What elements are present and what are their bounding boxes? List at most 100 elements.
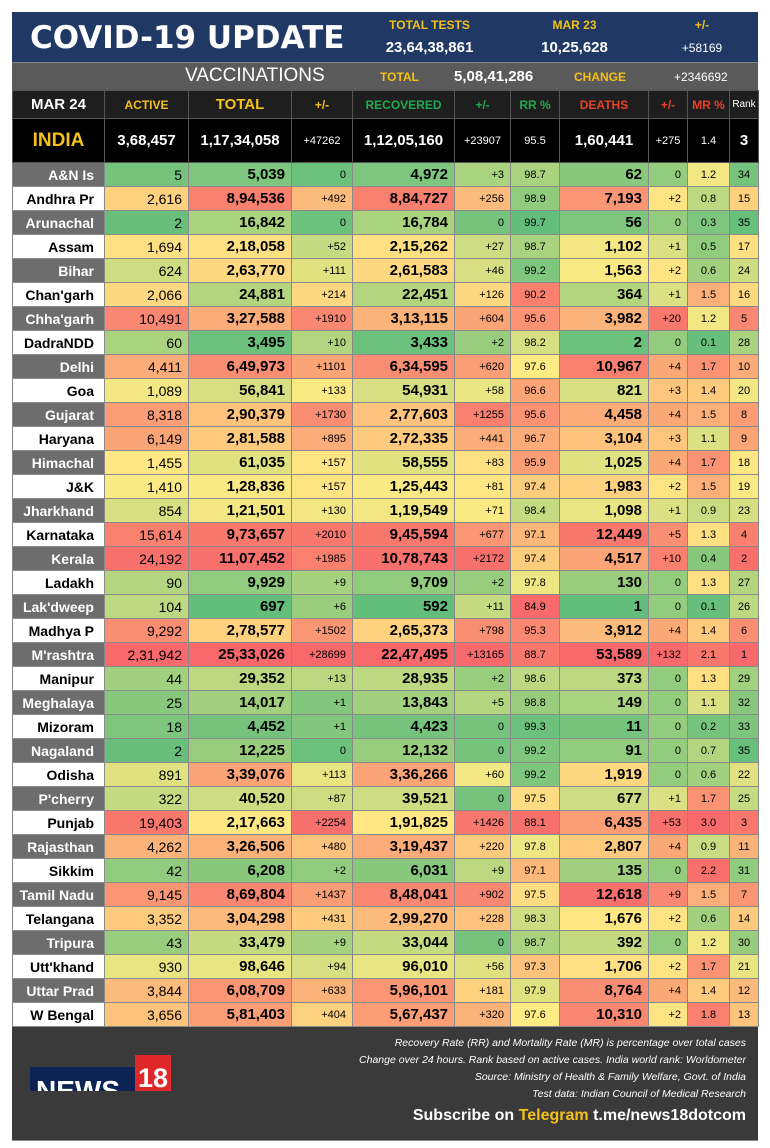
table-row: Gujarat 8,318 2,90,379 +1730 2,77,603 +1255 95… bbox=[12, 402, 759, 427]
vaccinations-total-label: TOTAL bbox=[380, 70, 419, 84]
cell-deaths-change: 0 bbox=[648, 714, 688, 739]
cell-deaths: 373 bbox=[559, 666, 649, 691]
footer: NEWS18 Recovery Rate (RR) and Mortality … bbox=[12, 1027, 758, 1107]
subscribe-text: Subscribe on bbox=[412, 1107, 515, 1124]
cell-recovered-change: +441 bbox=[454, 426, 511, 451]
cell-recovered-change: +620 bbox=[454, 354, 511, 379]
cell-deaths-change: +2 bbox=[648, 906, 688, 931]
cell-total: 8,69,804 bbox=[188, 882, 292, 907]
cell-total: 1,21,501 bbox=[188, 498, 292, 523]
cell-total: 6,49,973 bbox=[188, 354, 292, 379]
cell-active: 9,145 bbox=[104, 882, 189, 907]
cell-recovery-rate: 98.8 bbox=[510, 690, 560, 715]
cell-total: 2,81,588 bbox=[188, 426, 292, 451]
cell-recovered: 1,19,549 bbox=[352, 498, 455, 523]
cell-recovered: 22,451 bbox=[352, 282, 455, 307]
cell-rank: 15 bbox=[729, 186, 759, 211]
cell-recovery-rate: 95.3 bbox=[510, 618, 560, 643]
cell-deaths-change: 0 bbox=[648, 930, 688, 955]
cell-total-change: +10 bbox=[291, 330, 353, 355]
cell-total: 14,017 bbox=[188, 690, 292, 715]
cell-recovered-change: +256 bbox=[454, 186, 511, 211]
cell-total: 8,94,536 bbox=[188, 186, 292, 211]
table-row: Karnataka 15,614 9,73,657 +2010 9,45,594 +677… bbox=[12, 522, 759, 547]
cell-total-change: +1 bbox=[291, 714, 353, 739]
india-deaths-change: +275 bbox=[648, 118, 688, 163]
cell-total-change: 0 bbox=[291, 162, 353, 187]
cell-active: 44 bbox=[104, 666, 189, 691]
cell-deaths: 3,104 bbox=[559, 426, 649, 451]
cell-active: 8,318 bbox=[104, 402, 189, 427]
vaccinations-change-label: CHANGE bbox=[574, 70, 627, 84]
vaccinations-label: VACCINATIONS bbox=[185, 65, 325, 86]
cell-state: Assam bbox=[12, 234, 105, 259]
cell-recovered: 3,36,266 bbox=[352, 762, 455, 787]
cell-recovered: 3,13,115 bbox=[352, 306, 455, 331]
cell-active: 2,31,942 bbox=[104, 642, 189, 667]
telegram-channel-link[interactable]: t.me/news18dotcom bbox=[593, 1107, 746, 1124]
table-row: Uttar Prad 3,844 6,08,709 +633 5,96,101 +181 9… bbox=[12, 978, 759, 1003]
table-row: Odisha 891 3,39,076 +113 3,36,266 +60 99.2 1,91… bbox=[12, 762, 759, 787]
cell-recovered: 2,61,583 bbox=[352, 258, 455, 283]
cell-recovered-change: +677 bbox=[454, 522, 511, 547]
table-row: W Bengal 3,656 5,81,403 +404 5,67,437 +320 97.… bbox=[12, 1002, 759, 1027]
cell-state: Mizoram bbox=[12, 714, 105, 739]
table-row: Tripura 43 33,479 +9 33,044 0 98.7 392 0 1.2 30 bbox=[12, 930, 759, 955]
date-label: MAR 23 bbox=[552, 18, 597, 32]
cell-state: Goa bbox=[12, 378, 105, 403]
cell-deaths: 1,098 bbox=[559, 498, 649, 523]
cell-mortality-rate: 1.3 bbox=[687, 522, 730, 547]
cell-state: Haryana bbox=[12, 426, 105, 451]
cell-deaths-change: +2 bbox=[648, 474, 688, 499]
cell-recovered: 39,521 bbox=[352, 786, 455, 811]
cell-mortality-rate: 0.4 bbox=[687, 546, 730, 571]
cell-active: 25 bbox=[104, 690, 189, 715]
cell-rank: 35 bbox=[729, 210, 759, 235]
cell-deaths-change: +4 bbox=[648, 834, 688, 859]
cell-recovered: 2,77,603 bbox=[352, 402, 455, 427]
tests-value: 23,64,38,861 bbox=[385, 39, 474, 56]
india-total: 1,17,34,058 bbox=[188, 118, 292, 163]
cell-active: 9,292 bbox=[104, 618, 189, 643]
cell-recovery-rate: 97.9 bbox=[510, 978, 560, 1003]
cell-deaths-change: +4 bbox=[648, 450, 688, 475]
table-row: Tamil Nadu 9,145 8,69,804 +1437 8,48,041 +902… bbox=[12, 882, 759, 907]
cell-state: Odisha bbox=[12, 762, 105, 787]
cell-deaths: 8,764 bbox=[559, 978, 649, 1003]
cell-total: 11,07,452 bbox=[188, 546, 292, 571]
cell-rank: 4 bbox=[729, 522, 759, 547]
table-row: Jharkhand 854 1,21,501 +130 1,19,549 +71 98.4 1… bbox=[12, 498, 759, 523]
cell-active: 1,455 bbox=[104, 450, 189, 475]
cell-state: Rajasthan bbox=[12, 834, 105, 859]
cell-recovery-rate: 97.8 bbox=[510, 834, 560, 859]
cell-recovery-rate: 95.9 bbox=[510, 450, 560, 475]
cell-deaths-change: +2 bbox=[648, 1002, 688, 1027]
table-row: Meghalaya 25 14,017 +1 13,843 +5 98.8 149 0 1.1 32 bbox=[12, 690, 759, 715]
cell-recovery-rate: 98.4 bbox=[510, 498, 560, 523]
cell-deaths-change: 0 bbox=[648, 594, 688, 619]
telegram-link[interactable]: Telegram bbox=[518, 1107, 589, 1124]
column-header-recovered-change: +/- bbox=[454, 90, 511, 119]
cell-recovery-rate: 99.3 bbox=[510, 714, 560, 739]
cell-total-change: 0 bbox=[291, 210, 353, 235]
cell-total-change: +87 bbox=[291, 786, 353, 811]
tests-label: TOTAL TESTS bbox=[389, 18, 470, 32]
cell-state: Nagaland bbox=[12, 738, 105, 763]
cell-active: 3,352 bbox=[104, 906, 189, 931]
cell-rank: 17 bbox=[729, 234, 759, 259]
cell-active: 42 bbox=[104, 858, 189, 883]
cell-deaths: 91 bbox=[559, 738, 649, 763]
cell-deaths: 4,517 bbox=[559, 546, 649, 571]
footer-note-2: Change over 24 hours. Rank based on acti… bbox=[359, 1054, 746, 1066]
vaccinations-total-value: 5,08,41,286 bbox=[454, 68, 534, 85]
cell-deaths-change: +4 bbox=[648, 978, 688, 1003]
cell-deaths-change: +1 bbox=[648, 498, 688, 523]
cell-recovered-change: 0 bbox=[454, 714, 511, 739]
cell-recovered-change: +60 bbox=[454, 762, 511, 787]
cell-recovered-change: +228 bbox=[454, 906, 511, 931]
cell-recovery-rate: 88.1 bbox=[510, 810, 560, 835]
cell-state: Karnataka bbox=[12, 522, 105, 547]
cell-rank: 22 bbox=[729, 762, 759, 787]
covid-update-infographic: COVID-19 UPDATE TOTAL TESTS 23,64,38,861… bbox=[12, 12, 759, 1141]
cell-recovery-rate: 96.7 bbox=[510, 426, 560, 451]
